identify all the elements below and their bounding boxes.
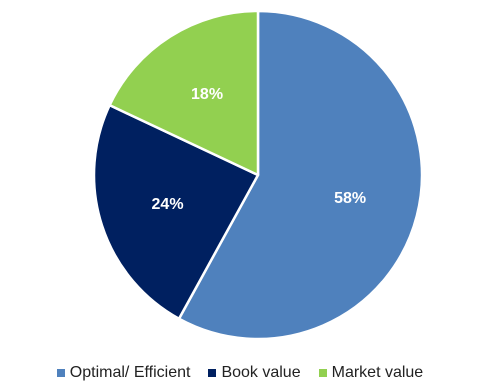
legend-label: Market value (331, 364, 424, 381)
legend-swatch (318, 369, 327, 377)
data-label-market-value: 18% (191, 86, 223, 103)
pie-data-labels: 58% 24% 18% (152, 86, 367, 213)
legend-item: Optimal/ Efficient (56, 364, 191, 382)
legend-label: Book value (221, 364, 301, 381)
pie-slice-optimal-efficient (177, 9, 424, 341)
pie-slices (92, 9, 424, 341)
data-label-optimal-efficient: 58% (334, 190, 366, 207)
legend-swatch (208, 369, 217, 377)
legend-item: Book value (208, 364, 301, 382)
legend-swatch (56, 369, 65, 377)
legend-item: Market value (318, 364, 424, 382)
legend: Optimal/ Efficient Book value Market value (0, 364, 480, 382)
pie-slice-market-value (108, 9, 260, 177)
data-label-book-value: 24% (152, 196, 184, 213)
legend-label: Optimal/ Efficient (69, 364, 191, 381)
pie-slice-book-value (92, 103, 260, 320)
